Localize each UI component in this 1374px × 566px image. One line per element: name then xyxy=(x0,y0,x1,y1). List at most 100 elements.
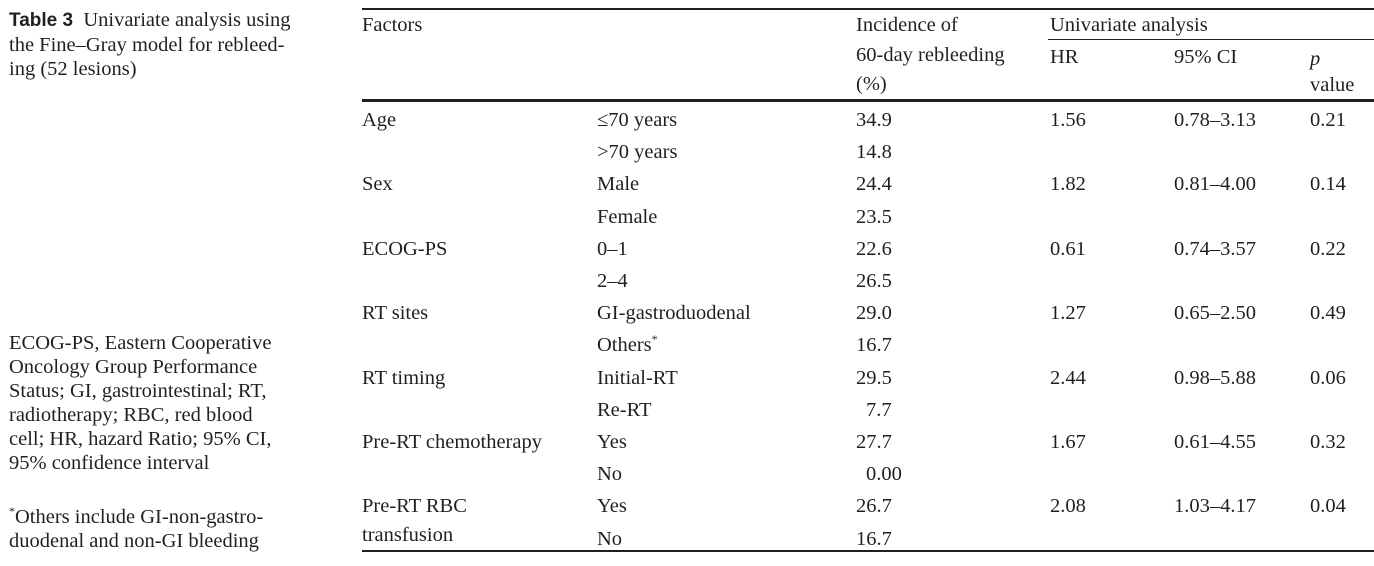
cell-incidence: 29.5 xyxy=(856,366,892,390)
cell-p-value: 0.06 xyxy=(1310,366,1346,390)
header-factors: Factors xyxy=(362,14,423,36)
results-table: Factors Incidence of 60-day rebleeding (… xyxy=(362,0,1374,566)
cell-incidence-text: 24.4 xyxy=(856,173,892,196)
caption-line-2: the Fine–Gray model for rebleed- xyxy=(9,34,285,56)
cell-level: ≤70 years xyxy=(597,108,677,132)
cell-level: Female xyxy=(597,205,657,229)
cell-ci: 0.78–3.13 xyxy=(1174,108,1256,132)
cell-level-text: ≤70 years xyxy=(597,109,678,131)
footnote: *Others include GI-non-gastro- duodenal … xyxy=(9,505,331,553)
cell-p-value: 0.32 xyxy=(1310,430,1346,454)
cell-level-text: 2–4 xyxy=(597,270,628,292)
cell-incidence: 29.0 xyxy=(856,301,892,325)
cell-incidence-text: 22.6 xyxy=(856,237,892,260)
cell-ci-text: 0.81–4.00 xyxy=(1174,173,1256,196)
cell-level-text: No xyxy=(597,463,623,486)
cell-ci: 0.98–5.88 xyxy=(1174,366,1256,390)
cell-hr: 1.56 xyxy=(1050,108,1086,132)
cell-level-text: Yes xyxy=(597,431,627,453)
cell-factor: Pre-RT RBC xyxy=(362,494,467,518)
cell-level: GI-gastroduodenal xyxy=(597,301,751,325)
cell-incidence-text: 26.7 xyxy=(856,495,892,518)
cell-factor-text: ECOG-PS xyxy=(362,237,448,260)
cell-level-text: No xyxy=(597,527,623,550)
top-rule xyxy=(362,8,1374,10)
cell-hr: 0.61 xyxy=(1050,237,1086,261)
cell-hr: 1.82 xyxy=(1050,172,1086,196)
cell-ci-text: 0.78–3.13 xyxy=(1174,109,1256,131)
footnote-line-2: duodenal and non-GI bleeding xyxy=(9,530,259,552)
caption-line-1: Univariate analysis using xyxy=(83,9,291,31)
cell-p-value-text: 0.32 xyxy=(1310,431,1346,453)
cell-p-value-text: 0.21 xyxy=(1310,109,1346,131)
cell-factor: Pre-RT chemotherapy xyxy=(362,430,542,454)
cell-incidence: 22.6 xyxy=(856,237,892,261)
cell-ci: 0.81–4.00 xyxy=(1174,172,1256,196)
cell-incidence-text: 16.7 xyxy=(856,527,892,550)
cell-level: Initial-RT xyxy=(597,366,678,390)
univariate-rule xyxy=(1048,39,1374,40)
cell-level-text: Yes xyxy=(597,495,627,518)
abbrev-line: 95% confidence interval xyxy=(9,452,210,474)
cell-level: Re-RT xyxy=(597,398,652,422)
header-incidence-3: (%) xyxy=(856,73,887,95)
cell-ci-text: 0.74–3.57 xyxy=(1174,237,1256,260)
cell-incidence: 7.7 xyxy=(866,398,892,422)
cell-incidence: 24.4 xyxy=(856,172,892,196)
cell-incidence-text: 7.7 xyxy=(866,398,892,421)
cell-factor: transfusion xyxy=(362,523,453,547)
cell-level-text: Others xyxy=(597,334,652,357)
cell-factor-text: Sex xyxy=(362,173,393,196)
cell-level: Yes xyxy=(597,494,627,518)
cell-level: 0–1 xyxy=(597,237,628,261)
cell-hr-text: 1.82 xyxy=(1050,173,1086,196)
header-hr: HR xyxy=(1050,46,1079,68)
cell-hr-text: 0.61 xyxy=(1050,237,1086,260)
header-p: p xyxy=(1310,48,1321,70)
cell-level: No xyxy=(597,527,622,551)
cell-hr-text: 1.67 xyxy=(1050,431,1086,453)
cell-factor: Sex xyxy=(362,172,393,196)
footnote-line-1: Others include GI-non-gastro- xyxy=(15,506,264,528)
cell-factor-text: RT timing xyxy=(362,366,446,389)
cell-p-value: 0.22 xyxy=(1310,237,1346,261)
cell-incidence-text: 34.9 xyxy=(856,109,892,131)
abbreviations-note: ECOG-PS, Eastern Cooperative Oncology Gr… xyxy=(9,331,331,475)
cell-incidence: 27.7 xyxy=(856,430,892,454)
cell-hr: 2.08 xyxy=(1050,494,1086,518)
cell-level-text: GI-gastroduodenal xyxy=(597,302,751,325)
cell-p-value-text: 0.22 xyxy=(1310,237,1346,260)
cell-level-text: >70 years xyxy=(597,141,678,164)
header-p-value: value xyxy=(1310,74,1355,96)
cell-level-text: Female xyxy=(597,205,658,228)
header-univariate: Univariate analysis xyxy=(1050,14,1208,36)
cell-p-value-text: 0.14 xyxy=(1310,173,1346,196)
cell-level-text: Male xyxy=(597,173,640,196)
cell-factor-text: Pre-RT chemotherapy xyxy=(362,431,542,453)
cell-level: 2–4 xyxy=(597,269,628,293)
cell-incidence: 16.7 xyxy=(856,527,892,551)
cell-ci: 0.61–4.55 xyxy=(1174,430,1256,454)
cell-factor: Age xyxy=(362,108,396,132)
cell-ci-text: 1.03–4.17 xyxy=(1174,495,1256,518)
cell-level-text: Re-RT xyxy=(597,398,652,421)
cell-p-value: 0.49 xyxy=(1310,301,1346,325)
cell-incidence-text: 29.0 xyxy=(856,302,892,325)
cell-factor: RT sites xyxy=(362,301,428,325)
cell-incidence: 23.5 xyxy=(856,205,892,229)
bottom-rule xyxy=(362,550,1374,552)
abbrev-line: cell; HR, hazard Ratio; 95% CI, xyxy=(9,428,272,450)
cell-level: No xyxy=(597,462,622,486)
cell-factor-text: RT sites xyxy=(362,302,429,325)
cell-incidence-text: 26.5 xyxy=(856,270,892,292)
cell-hr-text: 1.27 xyxy=(1050,302,1086,325)
abbrev-line: Oncology Group Performance xyxy=(9,356,258,378)
cell-ci-text: 0.65–2.50 xyxy=(1174,302,1256,325)
cell-p-value-text: 0.49 xyxy=(1310,302,1346,325)
cell-ci-text: 0.98–5.88 xyxy=(1174,366,1256,389)
footnote-marker: * xyxy=(651,332,658,347)
cell-incidence-text: 23.5 xyxy=(856,205,892,228)
cell-p-value-text: 0.04 xyxy=(1310,495,1346,518)
cell-incidence: 26.5 xyxy=(856,269,892,293)
cell-ci-text: 0.61–4.55 xyxy=(1174,431,1256,453)
